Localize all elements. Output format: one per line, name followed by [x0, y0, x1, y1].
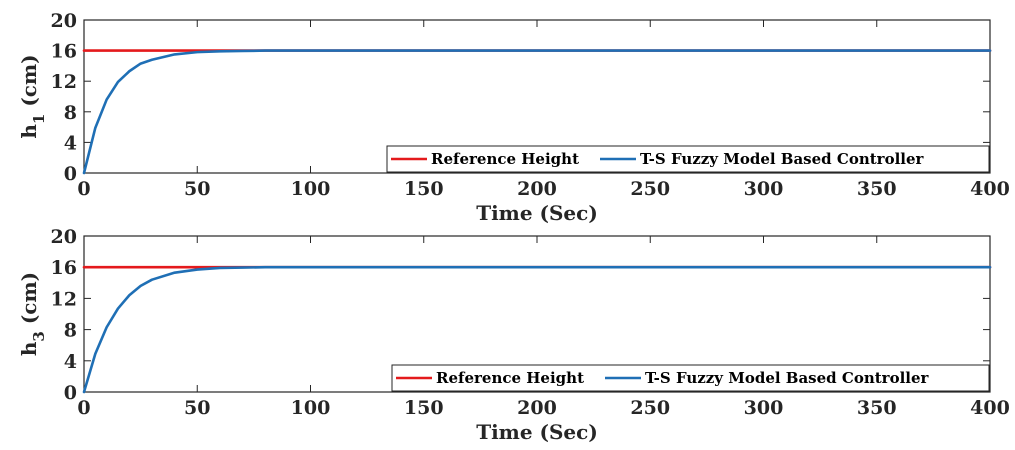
x-tick-label: 350	[857, 397, 897, 419]
series-line-2	[82, 49, 992, 175]
series-line-2	[82, 265, 992, 394]
y-axis-title-unit: (cm)	[17, 272, 41, 331]
x-tick-label: 100	[291, 397, 331, 419]
subplot-1: 0 50 100 150 200 250 300 350 400 0 4 8 12 16 20 Time (S…	[17, 10, 1010, 225]
x-tick-label: 300	[744, 397, 784, 419]
legend-box	[386, 145, 990, 173]
legend-label-2: T-S Fuzzy Model Based Controller	[640, 150, 925, 168]
x-tick-label: 50	[184, 397, 210, 419]
y-tick-label: 20	[51, 10, 77, 32]
x-tick-label: 350	[857, 178, 897, 200]
y-tick-label: 0	[64, 382, 77, 404]
x-tick-label: 400	[970, 397, 1010, 419]
x-tick-label: 0	[77, 178, 90, 200]
subplot-2: 0 50 100 150 200 250 300 350 400 0 4 8 12 16 20 Time (S…	[17, 226, 1010, 444]
y-tick-label: 8	[64, 320, 77, 342]
y-tick-label: 4	[64, 351, 77, 373]
x-tick-label: 400	[970, 178, 1010, 200]
y-axis-title-unit: (cm)	[17, 54, 41, 113]
x-tick-label: 0	[77, 397, 90, 419]
y-axis-title-subscript: 1	[30, 114, 48, 124]
y-axis-title-main: h	[17, 124, 41, 139]
y-tick-label: 20	[51, 226, 77, 248]
y-tick-label: 16	[51, 257, 77, 279]
x-tick-label: 200	[517, 178, 557, 200]
legend-label-1: Reference Height	[436, 369, 584, 387]
y-axis-title-main: h	[17, 341, 41, 356]
y-tick-label: 8	[64, 102, 77, 124]
y-tick-label: 4	[64, 132, 77, 154]
legend: Reference Height T-S Fuzzy Model Based Co…	[391, 364, 990, 392]
y-tick-label: 12	[51, 71, 77, 93]
x-tick-label: 150	[404, 178, 444, 200]
x-tick-label: 250	[630, 397, 670, 419]
x-tick-label: 300	[744, 178, 784, 200]
y-axis-title: h1 (cm)	[17, 54, 48, 138]
y-axis-title: h3 (cm)	[17, 272, 48, 356]
x-tick-label: 200	[517, 397, 557, 419]
x-axis-title: Time (Sec)	[476, 201, 598, 225]
legend: Reference Height T-S Fuzzy Model Based Co…	[386, 145, 990, 173]
y-tick-label: 0	[64, 163, 77, 185]
legend-label-1: Reference Height	[431, 150, 579, 168]
legend-box	[391, 364, 990, 392]
x-tick-label: 100	[291, 178, 331, 200]
x-axis-title: Time (Sec)	[476, 420, 598, 444]
y-tick-label: 12	[51, 288, 77, 310]
x-tick-label: 150	[404, 397, 444, 419]
x-tick-label: 250	[630, 178, 670, 200]
y-tick-label: 16	[51, 41, 77, 63]
x-tick-label: 50	[184, 178, 210, 200]
y-axis-title-subscript: 3	[30, 331, 48, 341]
legend-label-2: T-S Fuzzy Model Based Controller	[645, 369, 930, 387]
